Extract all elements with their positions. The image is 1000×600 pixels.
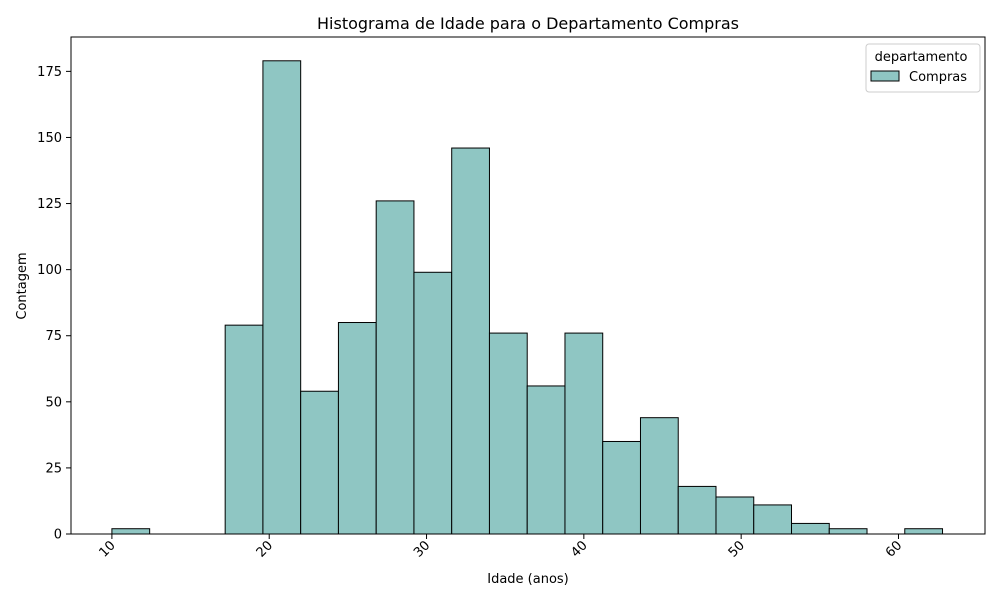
- y-tick-label: 175: [37, 65, 62, 80]
- histogram-bar: [375, 200, 415, 535]
- histogram-bar: [715, 496, 755, 535]
- y-axis-label: Contagem: [15, 252, 30, 319]
- histogram-bar: [224, 324, 264, 535]
- histogram-bar: [111, 528, 151, 535]
- plot-frame: [70, 36, 986, 535]
- legend-entry-compras: Compras: [909, 70, 967, 85]
- histogram-bar: [639, 417, 679, 535]
- histogram-bar: [753, 504, 793, 535]
- y-tick-label: 125: [37, 197, 62, 212]
- histogram-bar: [300, 390, 339, 535]
- y-tick-label: 75: [45, 329, 62, 344]
- y-tick-label: 25: [45, 461, 62, 476]
- legend-title: departamento: [875, 50, 968, 65]
- histogram-bar: [677, 485, 717, 535]
- histogram-bar: [904, 528, 944, 535]
- y-tick-label: 0: [54, 528, 62, 543]
- histogram-bar: [488, 332, 528, 535]
- histogram-bar: [526, 385, 566, 535]
- histogram-bar: [451, 147, 490, 535]
- histogram-bar: [564, 332, 604, 535]
- histogram-bar: [337, 322, 377, 535]
- x-axis-label: Idade (anos): [487, 572, 569, 587]
- legend: departamento Compras: [865, 43, 981, 93]
- y-tick-label: 100: [37, 263, 62, 278]
- bars-group: [111, 60, 944, 535]
- histogram-bar: [602, 440, 641, 535]
- legend-swatch-compras: [870, 70, 900, 82]
- histogram-bar: [262, 60, 302, 535]
- y-tick-label: 50: [45, 395, 62, 410]
- chart-title: Histograma de Idade para o Departamento …: [317, 14, 739, 33]
- histogram-bar: [791, 522, 830, 535]
- y-tick-label: 150: [37, 131, 62, 146]
- histogram-bar: [828, 528, 868, 535]
- histogram-bar: [413, 271, 453, 535]
